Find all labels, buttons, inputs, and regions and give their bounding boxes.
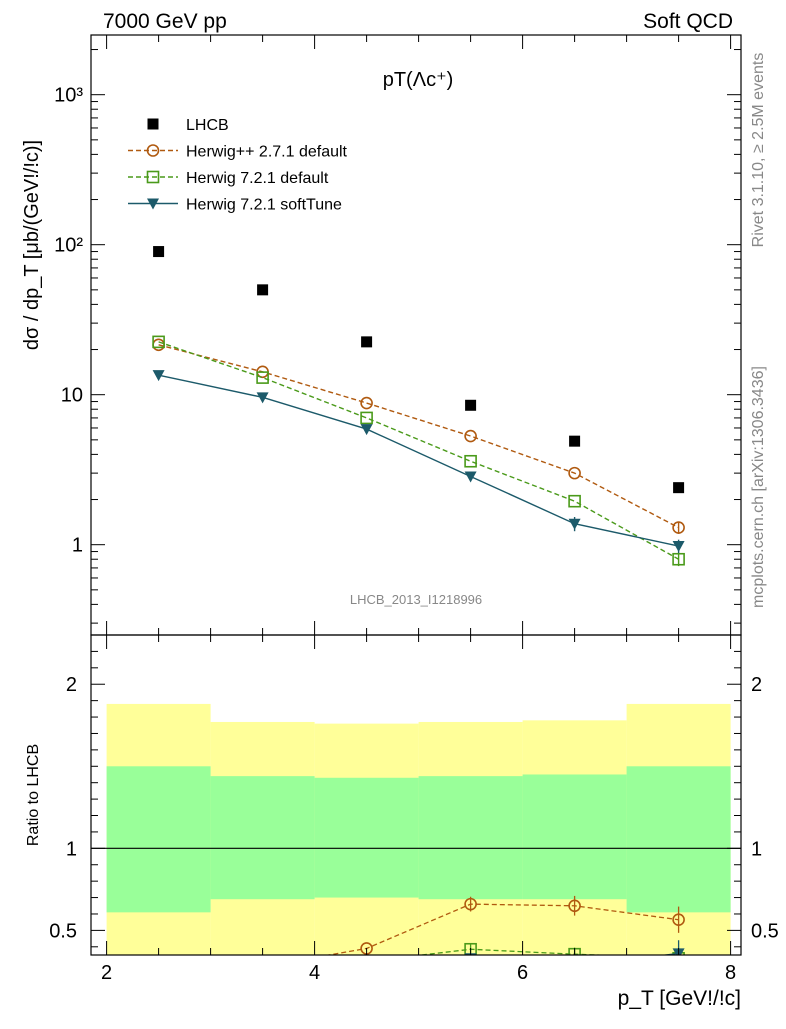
y-tick-label: 10 — [61, 385, 83, 407]
ratio-point-herwig-7-2-1-softtune — [569, 961, 581, 972]
ratio-point-herwig-7-2-1-default — [153, 966, 164, 977]
data-point-herwig-7-2-1-softtune — [152, 370, 165, 382]
ratio-panel: 2 4 6 8 0.5 0.5 1 1 2 2 Ratio to LHCB p_T [GeV!/!… — [25, 634, 779, 1010]
ratio-y-tick-label-right: 0.5 — [751, 920, 779, 942]
data-point-herwig-7-2-1-softtune — [360, 424, 373, 436]
ratio-point-herwig-2-7-1-default — [464, 897, 477, 911]
analysis-watermark: LHCB_2013_I1218996 — [350, 592, 482, 607]
ratio-point-herwig-7-2-1-softtune — [257, 976, 269, 987]
data-point-herwig-7-2-1-default — [672, 552, 685, 566]
legend-label-herwig-7-2-1-softtune: Herwig 7.2.1 softTune — [186, 197, 342, 214]
ratio-plot-area — [91, 703, 741, 994]
data-point-herwig-7-2-1-default — [256, 371, 269, 384]
energy-label: 7000 GeV pp — [103, 10, 227, 33]
uncertainty-band-inner — [522, 774, 627, 900]
ratio-point-herwig-2-7-1-default — [568, 899, 581, 913]
legend-label-lhcb: LHCB — [186, 117, 229, 134]
legend-label-herwig-7-2-1-default: Herwig 7.2.1 default — [186, 170, 329, 187]
legend-label-herwig-2-7-1-default: Herwig++ 2.7.1 default — [186, 144, 348, 161]
data-point-herwig-7-2-1-default — [360, 411, 373, 425]
data-point-lhcb — [465, 399, 477, 411]
data-point-herwig-2-7-1-default — [360, 396, 373, 410]
data-point-lhcb — [569, 435, 581, 447]
ratio-y-axis-label: Ratio to LHCB — [25, 744, 42, 846]
data-point-herwig-7-2-1-softtune — [256, 392, 269, 404]
data-point-herwig-2-7-1-default — [568, 466, 581, 480]
series-line-herwig-7-2-1-softtune — [158, 374, 679, 547]
ratio-y-tick-label: 0.5 — [49, 920, 77, 942]
uncertainty-band-inner — [210, 776, 315, 900]
uncertainty-band-inner — [314, 777, 419, 898]
ratio-point-herwig-2-7-1-default — [153, 968, 164, 979]
process-label: Soft QCD — [643, 10, 733, 33]
data-point-lhcb — [257, 284, 269, 296]
y-tick-label: 10² — [54, 235, 83, 257]
ratio-axis-ticks: 2 4 6 8 0.5 0.5 1 1 2 2 — [49, 635, 779, 984]
uncertainty-band-inner — [106, 766, 211, 913]
ratio-y-tick-label: 1 — [66, 838, 77, 860]
data-point-lhcb — [361, 336, 373, 348]
ratio-point-herwig-7-2-1-default — [257, 964, 268, 975]
ratio-point-herwig-2-7-1-default — [672, 913, 685, 927]
data-point-lhcb — [153, 246, 165, 258]
data-point-herwig-2-7-1-default — [672, 521, 685, 534]
ratio-point-herwig-7-2-1-softtune — [153, 983, 165, 994]
ratio-y-tick-label-right: 1 — [751, 838, 762, 860]
main-axis-ticks: 1 10 10² 10³ — [54, 35, 741, 635]
uncertainty-band-inner — [626, 766, 731, 913]
chart-title: pT(Λc⁺) — [383, 69, 454, 91]
legend-marker-herwig-2-7-1-default — [146, 144, 160, 157]
mcplots-label: mcplots.cern.ch [arXiv:1306.3436] — [750, 366, 767, 608]
x-axis-label: p_T [GeV!/!c] — [618, 987, 741, 1010]
ratio-line-herwig-2-7-1-default — [324, 903, 679, 955]
x-tick-label: 8 — [725, 962, 736, 984]
data-point-herwig-7-2-1-softtune — [672, 541, 685, 553]
data-point-herwig-7-2-1-default — [464, 454, 477, 468]
main-panel: 1 10 10² 10³ pT(Λc⁺) dσ / dp_T [μb/(GeV!/!c… — [21, 34, 742, 636]
data-point-herwig-7-2-1-softtune — [464, 471, 477, 483]
legend-marker-lhcb — [147, 118, 159, 130]
x-tick-label: 2 — [101, 962, 112, 984]
y-tick-label: 1 — [72, 535, 83, 557]
series-line-herwig-2-7-1-default — [158, 344, 679, 529]
ratio-frame — [90, 634, 742, 956]
legend-marker-herwig-7-2-1-default — [146, 170, 160, 184]
legend: LHCB Herwig++ 2.7.1 default Herwig 7.2.1 d… — [128, 117, 348, 214]
ratio-y-tick-label: 2 — [66, 674, 77, 696]
main-y-axis-label: dσ / dp_T [μb/(GeV!/!c)] — [21, 140, 43, 350]
x-tick-label: 6 — [517, 962, 528, 984]
ratio-point-herwig-7-2-1-softtune — [361, 965, 373, 976]
legend-marker-herwig-7-2-1-softtune — [147, 198, 159, 210]
ratio-y-tick-label-right: 2 — [751, 674, 762, 696]
y-tick-label: 10³ — [54, 85, 83, 107]
rivet-label: Rivet 3.1.10, ≥ 2.5M events — [750, 53, 767, 248]
series-line-herwig-7-2-1-default — [158, 341, 679, 560]
x-tick-label: 4 — [309, 962, 320, 984]
uncertainty-band-inner — [418, 776, 523, 900]
data-point-herwig-7-2-1-default — [152, 335, 165, 349]
ratio-point-herwig-2-7-1-default — [257, 961, 268, 972]
data-point-herwig-7-2-1-softtune — [568, 518, 581, 530]
ratio-line-herwig-7-2-1-softtune — [660, 952, 679, 955]
data-point-herwig-2-7-1-default — [464, 429, 477, 443]
data-point-lhcb — [673, 482, 685, 494]
ratio-point-herwig-7-2-1-default — [361, 956, 372, 967]
data-point-herwig-7-2-1-default — [568, 494, 581, 508]
main-plot-area — [152, 246, 685, 567]
